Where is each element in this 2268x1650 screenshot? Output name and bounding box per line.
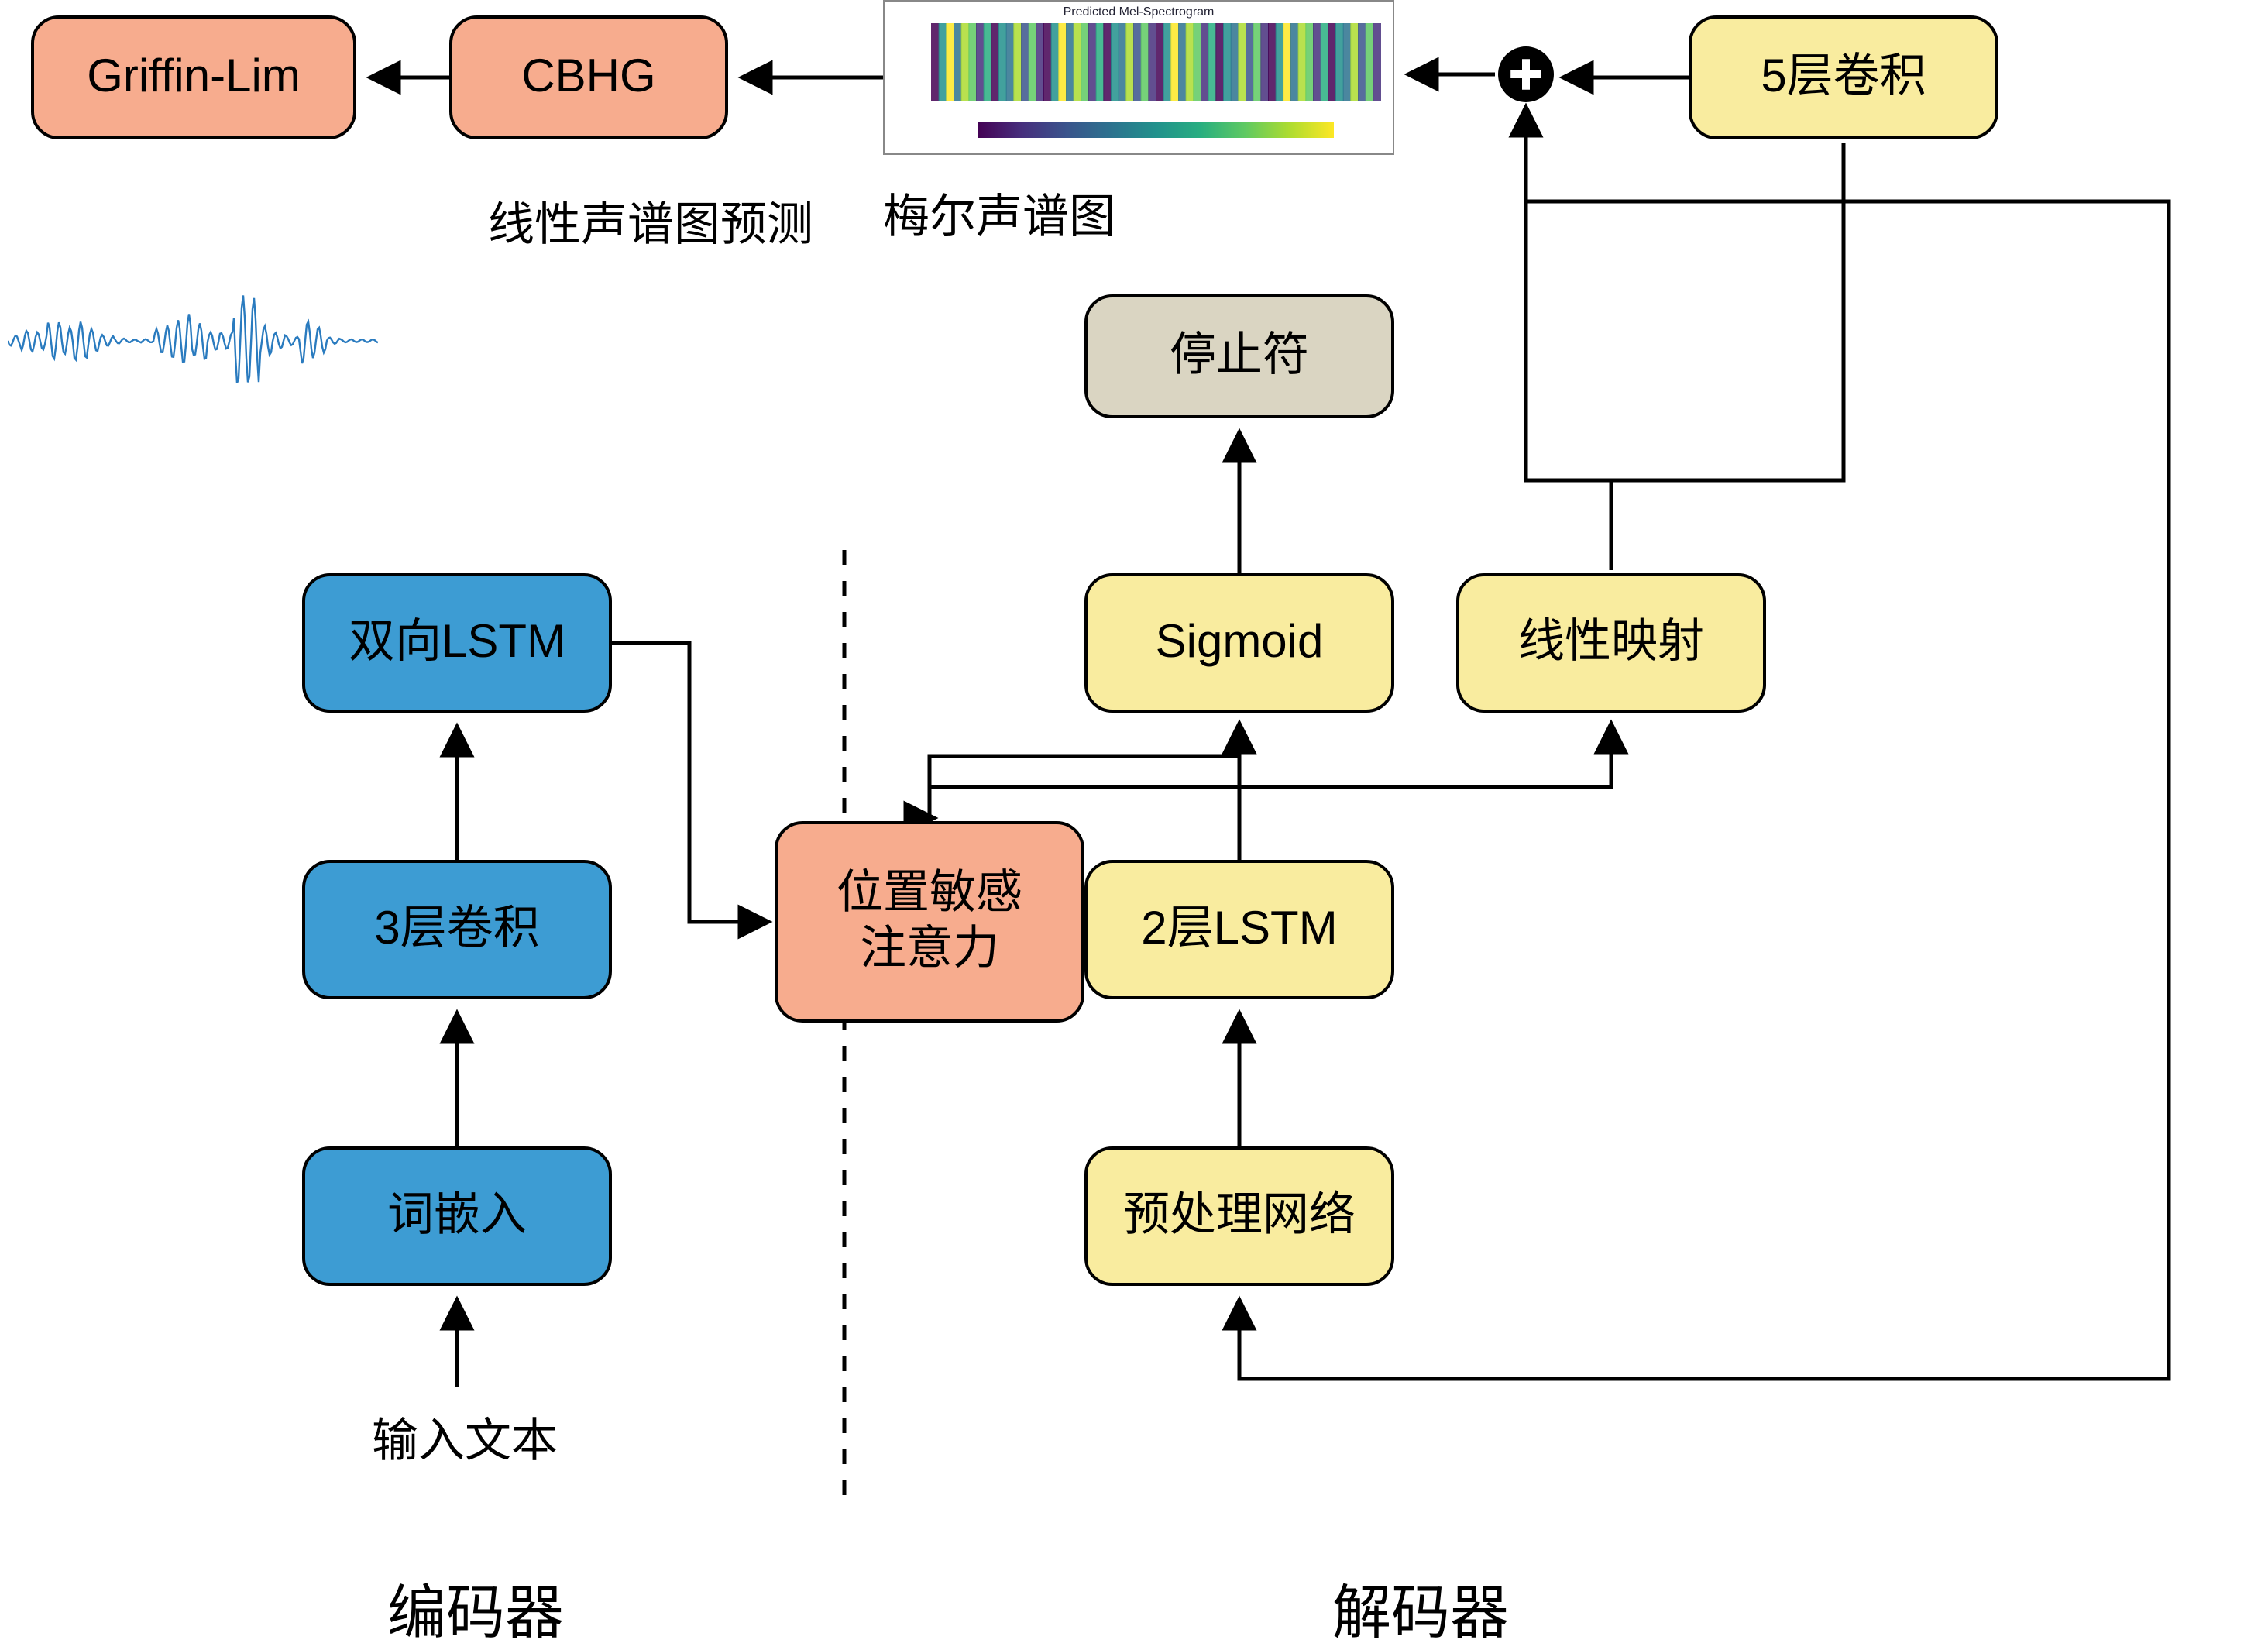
lbl-decoder: 解码器 bbox=[1332, 1565, 1509, 1650]
node-conv5: 5层卷积 bbox=[1689, 15, 1998, 139]
node-label-attn: 位置敏感 注意力 bbox=[837, 866, 1022, 978]
lbl-input: 输入文本 bbox=[372, 1402, 558, 1470]
node-label-cbhg: CBHG bbox=[521, 50, 655, 105]
edge-bilstm_right bbox=[612, 643, 767, 922]
node-prenet: 预处理网络 bbox=[1084, 1146, 1394, 1286]
node-label-linmap: 线性映射 bbox=[1518, 615, 1704, 671]
node-bilstm: 双向LSTM bbox=[302, 573, 612, 713]
node-griffin: Griffin-Lim bbox=[31, 15, 356, 139]
spectrogram-image: Predicted Mel-Spectrogram bbox=[883, 0, 1394, 155]
node-label-prenet: 预处理网络 bbox=[1123, 1188, 1356, 1244]
spectrogram-title: Predicted Mel-Spectrogram bbox=[885, 5, 1393, 19]
lbl-encoder: 编码器 bbox=[387, 1565, 564, 1650]
node-label-conv3: 3层卷积 bbox=[374, 902, 539, 957]
node-label-griffin: Griffin-Lim bbox=[87, 50, 301, 105]
node-embed: 词嵌入 bbox=[302, 1146, 612, 1286]
node-cbhg: CBHG bbox=[449, 15, 728, 139]
node-label-conv5: 5层卷积 bbox=[1761, 50, 1926, 105]
node-label-lstm2: 2层LSTM bbox=[1141, 902, 1337, 957]
node-sigmoid: Sigmoid bbox=[1084, 573, 1394, 713]
node-label-stop: 停止符 bbox=[1170, 328, 1309, 384]
lbl-mel: 梅尔声谱图 bbox=[883, 178, 1115, 246]
node-lstm2: 2层LSTM bbox=[1084, 860, 1394, 999]
node-stop: 停止符 bbox=[1084, 294, 1394, 418]
node-attn: 位置敏感 注意力 bbox=[775, 821, 1084, 1023]
edge-conv5_feed bbox=[1557, 143, 1844, 480]
waveform-image bbox=[8, 263, 380, 418]
edge-linmap_down bbox=[1239, 725, 1611, 857]
node-label-sigmoid: Sigmoid bbox=[1156, 615, 1324, 671]
edge-linmap_up bbox=[1526, 108, 1611, 570]
edge-attn_out bbox=[930, 725, 1239, 818]
plus-icon bbox=[1498, 46, 1554, 102]
node-linmap: 线性映射 bbox=[1456, 573, 1766, 713]
node-label-embed: 词嵌入 bbox=[387, 1188, 527, 1244]
lbl-linear: 线性声谱图预测 bbox=[488, 186, 813, 254]
node-label-bilstm: 双向LSTM bbox=[349, 615, 565, 671]
node-conv3: 3层卷积 bbox=[302, 860, 612, 999]
